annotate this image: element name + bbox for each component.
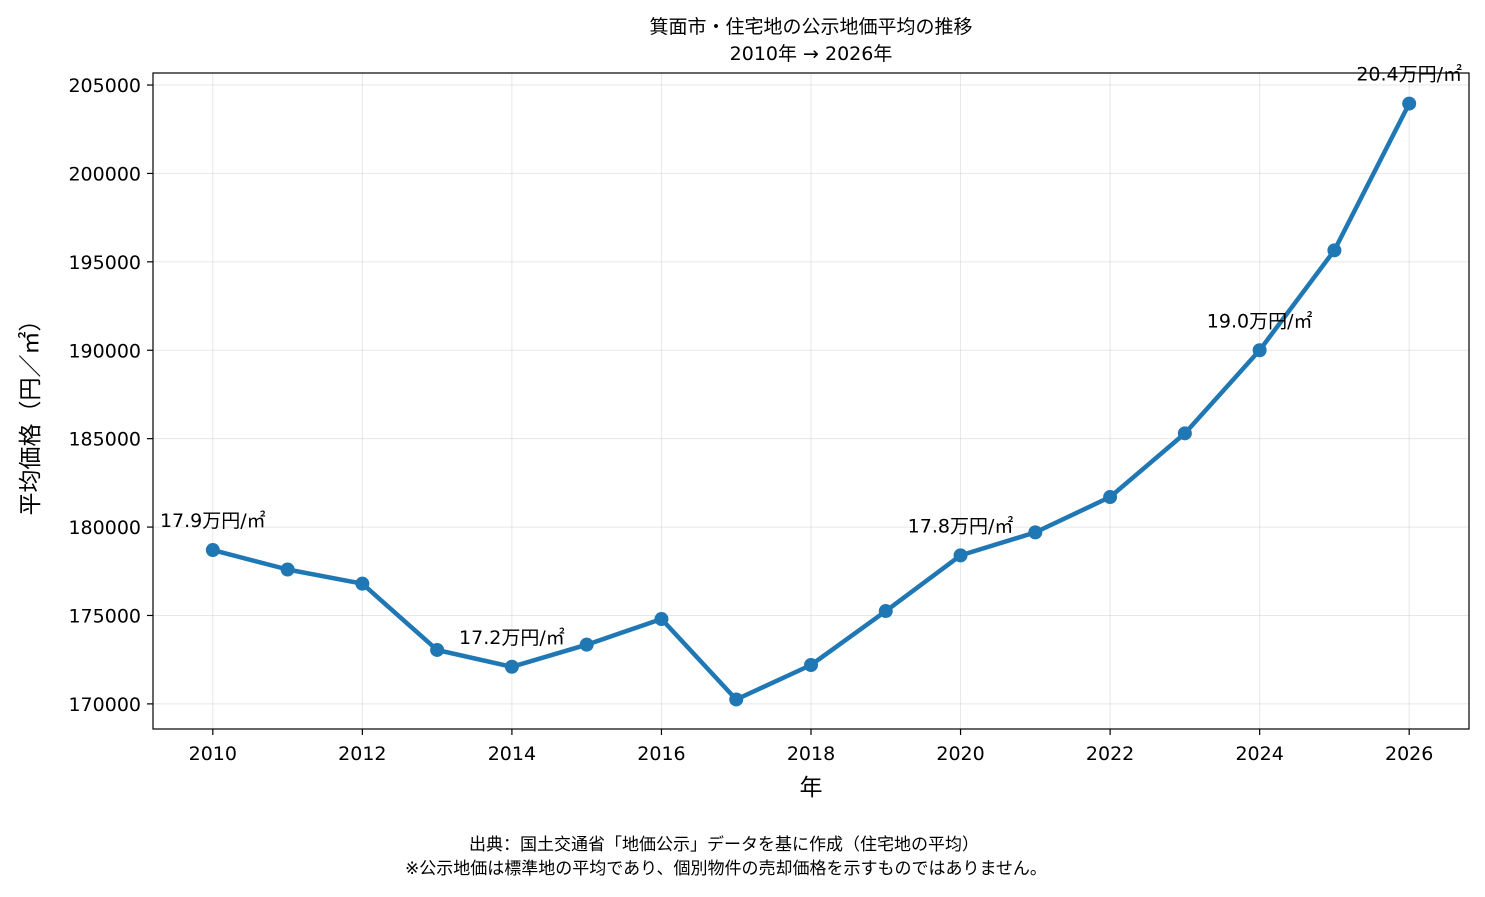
x-tick-label: 2022: [1086, 743, 1134, 765]
data-point: [1103, 490, 1118, 505]
data-point: [430, 642, 445, 657]
y-tick-label: 170000: [68, 694, 141, 716]
x-axis-ticks: 2010 2012 2014 2016 2018 2020 2022 2024 2026: [189, 729, 1433, 765]
data-point: [729, 692, 744, 707]
data-label: 20.4万円/㎡: [1356, 63, 1462, 86]
data-point: [1327, 243, 1342, 258]
x-tick-label: 2016: [637, 743, 685, 765]
y-tick-label: 205000: [68, 75, 141, 97]
data-point: [205, 543, 220, 558]
plot-frame: [152, 72, 1470, 730]
y-tick-label: 190000: [68, 340, 141, 362]
y-tick-label: 195000: [68, 252, 141, 274]
x-tick-label: 2026: [1385, 743, 1433, 765]
chart-title: 箕面市・住宅地の公示地価平均の推移: [649, 16, 972, 38]
y-tick-label: 185000: [68, 429, 141, 451]
footer-note: ※公示地価は標準地の平均であり、個別物件の売却価格を示すものではありません。: [405, 859, 1047, 879]
data-point: [1177, 426, 1192, 441]
grid: [153, 73, 1469, 729]
data-label: 17.8万円/㎡: [908, 514, 1014, 537]
data-point: [1028, 525, 1043, 540]
data-point: [953, 548, 968, 563]
data-point: [355, 576, 370, 591]
y-tick-label: 175000: [68, 605, 141, 627]
data-point: [504, 659, 519, 674]
x-axis-label: 年: [800, 775, 823, 801]
x-tick-label: 2014: [488, 743, 536, 765]
y-tick-label: 200000: [68, 163, 141, 185]
data-point: [804, 657, 818, 672]
y-tick-label: 180000: [68, 517, 141, 539]
series-line-group: [205, 96, 1417, 707]
data-label: 17.2万円/㎡: [459, 626, 565, 649]
x-tick-label: 2018: [787, 743, 835, 765]
data-label: 17.9万円/㎡: [160, 509, 266, 532]
data-point: [1402, 96, 1417, 111]
x-tick-label: 2012: [338, 743, 386, 765]
footer-source: 出典：国土交通省「地価公示」データを基に作成（住宅地の平均）: [469, 834, 979, 855]
x-tick-label: 2010: [189, 743, 237, 765]
data-point: [654, 612, 669, 627]
data-point: [1252, 343, 1267, 358]
data-label: 19.0万円/㎡: [1207, 309, 1313, 332]
data-point: [579, 637, 594, 652]
data-point: [878, 604, 893, 619]
chart-subtitle: 2010年 → 2026年: [730, 43, 893, 65]
y-axis-label: 平均価格（円／㎡）: [18, 309, 44, 516]
y-axis-ticks: 170000 175000 180000 185000 190000 195000 2000…: [68, 75, 153, 716]
x-tick-label: 2024: [1235, 743, 1283, 765]
x-tick-label: 2020: [936, 743, 984, 765]
annotations: 17.9万円/㎡ 17.2万円/㎡ 17.8万円/㎡ 19.0万円/㎡ 20.4万円/㎡: [160, 63, 1462, 649]
data-point: [280, 562, 295, 577]
